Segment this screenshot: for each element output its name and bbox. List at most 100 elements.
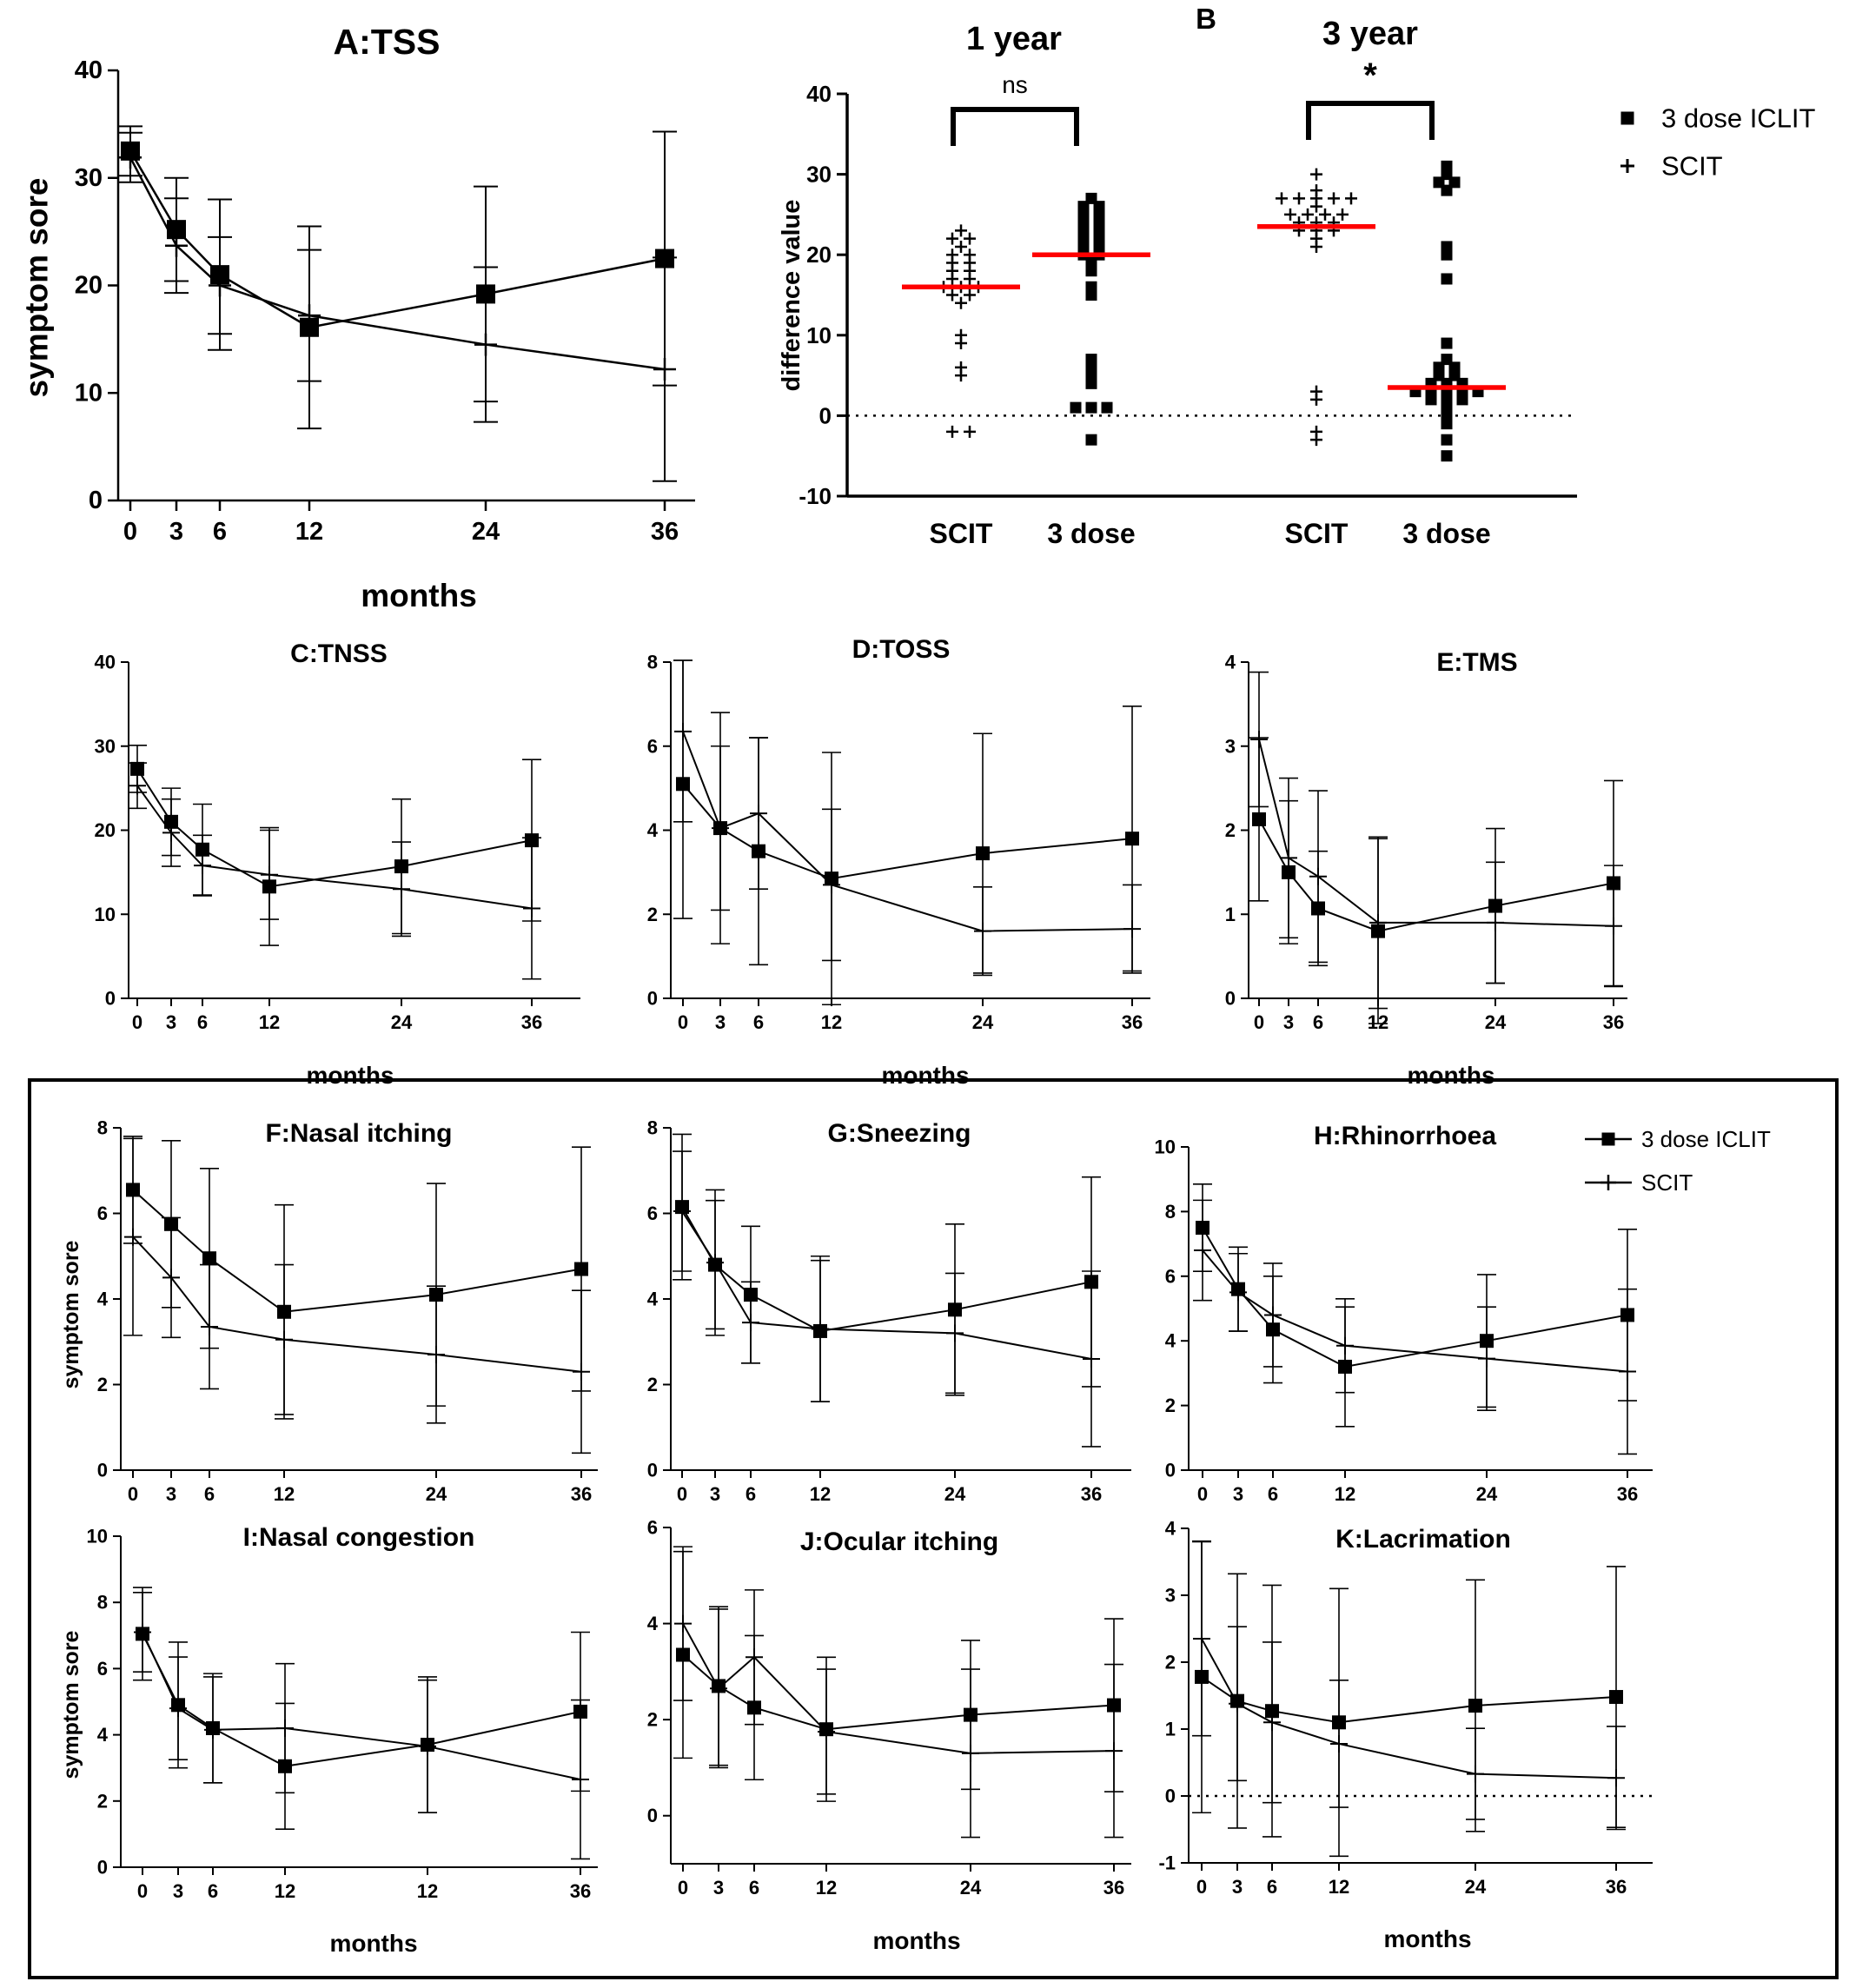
panel-e-series-line: [1258, 739, 1614, 927]
panel-i-point-scit: [419, 1737, 436, 1755]
panel-f-point-iclit: [574, 1262, 588, 1276]
panel-c-point-scit: [162, 824, 180, 842]
panel-a-x-tick-label: 0: [123, 518, 137, 546]
panel-a-x-tick-label: 12: [295, 518, 323, 546]
panel-j-x-tick-label: 12: [816, 1877, 837, 1899]
panel-g-x-tick-label: 6: [746, 1483, 756, 1505]
panel-b-group-title: 3 year: [1322, 16, 1418, 52]
panel-b-point-scit: [955, 240, 967, 253]
panel-i-y-tick-label: 2: [97, 1790, 108, 1812]
panel-j-y-tick-label: 2: [647, 1709, 658, 1731]
panel-i-x-tick-label: 0: [137, 1880, 148, 1902]
panel-e-x-tick-label: 36: [1603, 1011, 1624, 1033]
panel-d-point-iclit: [1125, 832, 1139, 846]
panel-i-y-tick-label: 6: [97, 1658, 108, 1680]
panel-k-y-tick-label: 0: [1165, 1786, 1176, 1807]
panel-b-point-scit: [1310, 200, 1322, 213]
panel-e-x-tick-label: 0: [1254, 1011, 1264, 1033]
panel-e-x-axis-label: months: [1407, 1062, 1494, 1089]
panel-b-significance-bracket: [951, 107, 1079, 146]
panel-c-x-tick-label: 0: [132, 1011, 142, 1033]
panel-g-y-tick-label: 4: [647, 1289, 659, 1310]
panel-b-point-scit: [964, 288, 976, 302]
panel-b-y-tick-label: -10: [799, 483, 832, 509]
panel-g-x-tick-label: 3: [710, 1483, 720, 1505]
panel-b-point-scit: [1328, 192, 1340, 205]
panel-i-point-scit: [134, 1623, 151, 1641]
panel-k-y-tick-label: 4: [1165, 1518, 1176, 1540]
panel-h-x-tick-label: 0: [1197, 1483, 1208, 1505]
panel-g-y-tick-label: 0: [647, 1460, 658, 1481]
panel-a-y-tick-label: 10: [75, 379, 103, 407]
panel-a-y-tick-label: 30: [75, 164, 103, 192]
panel-b-point-scit: [955, 369, 967, 382]
panel-c-y-tick-label: 20: [95, 819, 116, 841]
panel-b-point-3dose: [1441, 434, 1453, 446]
panel-e-x-tick-label: 24: [1485, 1011, 1507, 1033]
panel-k-y-tick-label: 2: [1165, 1652, 1176, 1673]
panel-k-x-axis-label: months: [1383, 1925, 1471, 1952]
panel-d-y-tick-label: 4: [647, 819, 659, 841]
panel-b-y-tick-label: 20: [806, 242, 832, 268]
legend-top-iclit-marker: [1620, 111, 1634, 125]
panel-f-series-line: [132, 1236, 582, 1373]
panel-c-x-tick-label: 6: [197, 1011, 208, 1033]
panel-a-point-scit: [474, 333, 497, 356]
panel-c-point-scit: [129, 777, 146, 795]
panel-b-point-3dose: [1101, 401, 1113, 414]
panel-b-point-3dose: [1441, 450, 1453, 462]
panel-j-x-axis-label: months: [872, 1927, 960, 1954]
panel-b-point-scit: [964, 272, 976, 285]
legend-bottom-iclit-marker: [1601, 1132, 1615, 1146]
panel-g-point-scit: [812, 1320, 829, 1338]
panel-b-point-3dose: [1441, 273, 1453, 285]
panel-h-y-tick-label: 8: [1165, 1201, 1176, 1223]
panel-e-point-scit: [1487, 913, 1504, 931]
panel-g-y-tick-label: 8: [647, 1117, 658, 1139]
panel-b-group-title: 1 year: [966, 21, 1062, 57]
panel-j-point-scit: [746, 1648, 763, 1667]
panel-e-x-tick-label: 3: [1283, 1011, 1294, 1033]
panel-k-y-tick-label: 3: [1165, 1585, 1176, 1607]
panel-a-y-tick-label: 40: [75, 56, 103, 84]
panel-a-y-tick-label: 20: [75, 272, 103, 300]
panel-k-point-scit: [1607, 1769, 1625, 1787]
panel-i-y-tick-label: 0: [97, 1857, 108, 1879]
panel-b-y-tick-label: 0: [819, 402, 832, 428]
panel-b-significance-bracket: [1306, 101, 1435, 140]
panel-e-point-iclit: [1252, 812, 1266, 826]
panel-c-x-axis-label: months: [306, 1062, 394, 1089]
panel-h-point-scit: [1478, 1349, 1495, 1368]
panel-f-series-line: [132, 1189, 582, 1313]
panel-g-y-tick-label: 2: [647, 1374, 658, 1395]
panel-e-point-scit: [1309, 867, 1327, 885]
panel-b-point-3dose: [1441, 418, 1453, 430]
panel-i-point-scit: [204, 1720, 222, 1739]
panel-f-point-scit: [201, 1318, 218, 1336]
panel-k-point-iclit: [1468, 1699, 1482, 1713]
panel-d-x-axis-label: months: [881, 1062, 969, 1089]
panel-j-x-tick-label: 0: [678, 1877, 688, 1899]
panel-f-x-tick-label: 3: [166, 1483, 176, 1505]
panel-d-point-scit: [674, 722, 692, 740]
panel-b-point-scit: [1310, 240, 1322, 253]
panel-a-x-tick-label: 6: [213, 518, 227, 546]
panel-b-point-scit: [1276, 192, 1288, 205]
panel-h-y-tick-label: 0: [1165, 1460, 1176, 1481]
panel-k-y-tick-label: -1: [1158, 1852, 1176, 1874]
panel-c-y-tick-label: 40: [95, 652, 116, 673]
panel-d-x-tick-label: 6: [753, 1011, 764, 1033]
panel-b-label: B: [1196, 3, 1216, 35]
panel-k-x-tick-label: 3: [1232, 1876, 1243, 1898]
panel-e-point-scit: [1250, 731, 1268, 749]
panel-g-point-scit: [673, 1203, 691, 1221]
panel-g-title: G:Sneezing: [827, 1119, 971, 1148]
panel-j-series-line: [682, 1653, 1115, 1731]
panel-e-y-tick-label: 3: [1225, 735, 1236, 757]
panel-b-point-3dose: [1070, 401, 1082, 414]
panel-b-x-tick-label: SCIT: [930, 518, 993, 549]
panel-c-point-scit: [261, 865, 278, 884]
panel-c-point-scit: [393, 880, 410, 898]
panel-a-y-tick-label: 0: [89, 487, 103, 514]
